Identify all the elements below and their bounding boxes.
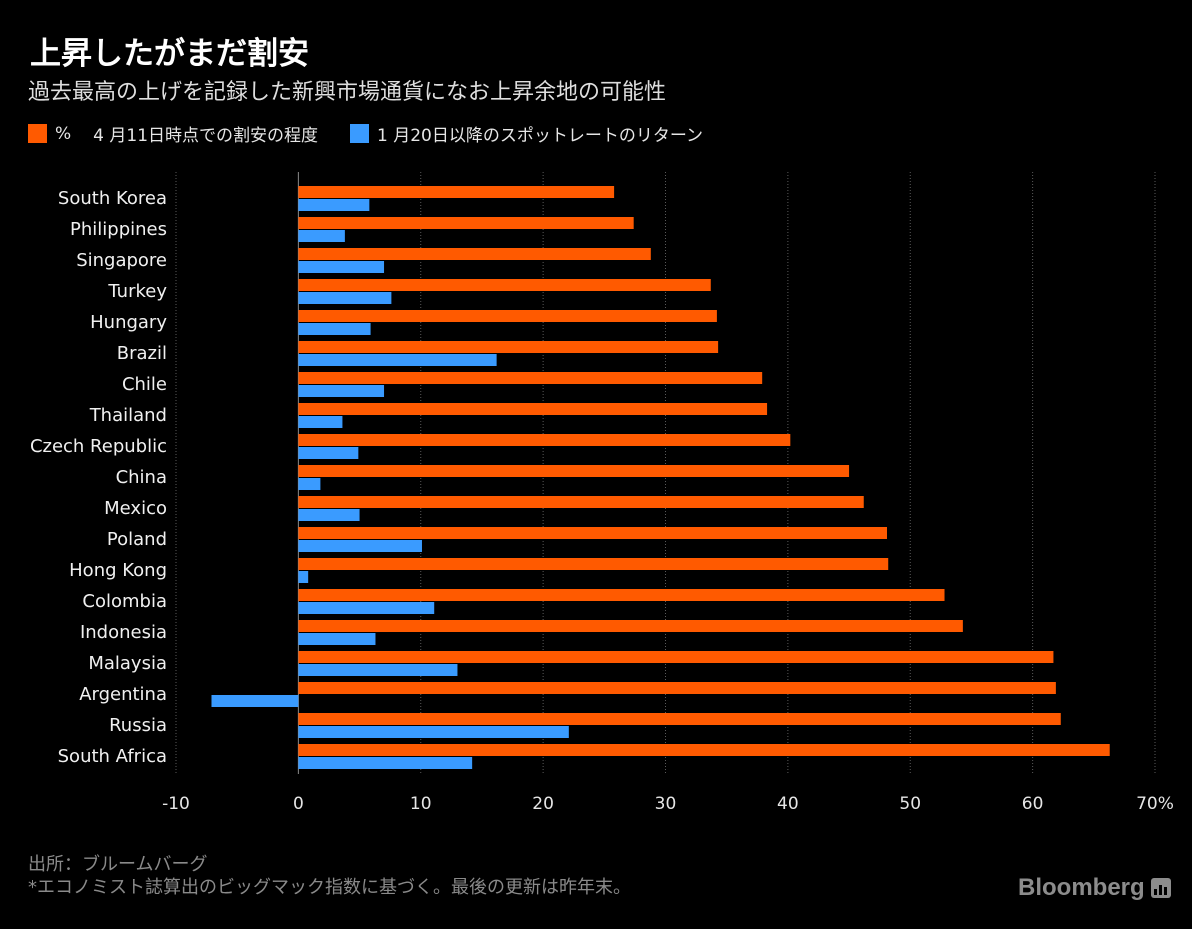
bar-undervaluation [298,682,1056,694]
bloomberg-mark-icon [1150,878,1171,898]
source-note: 出所：ブルームバーグ [28,854,208,875]
bar-undervaluation [298,372,763,384]
category-label: Mexico [104,498,167,519]
bar-spot-return [298,323,371,335]
category-label: Thailand [89,405,167,426]
chart-subtitle: 過去最高の上げを記録した新興市場通貨になお上昇余地の可能性 [28,80,667,105]
category-label: Czech Republic [30,436,167,457]
category-label: Hungary [90,312,167,333]
bar-spot-return [298,416,343,428]
category-label: Malaysia [88,653,167,674]
chart-footer: 出所：ブルームバーグ *エコノミスト誌算出のビッグマック指数に基づく。最後の更新… [28,853,631,899]
x-tick-label: 50 [899,794,921,814]
bar-spot-return [298,447,359,459]
bar-undervaluation [298,341,719,353]
x-tick-label: 10 [410,794,432,814]
legend-item-return: 1 月20日以降のスポットレートのリターン [350,121,703,146]
bar-undervaluation [298,651,1054,663]
category-label: Singapore [76,250,167,271]
legend-swatch-orange [28,124,47,143]
x-tick-label: 20 [532,794,554,814]
bar-undervaluation [298,248,651,260]
bar-undervaluation [298,434,791,446]
bar-spot-return [298,385,385,397]
bar-undervaluation [298,217,634,229]
legend-swatch-blue [350,124,370,143]
bar-undervaluation [298,186,615,198]
category-label: Colombia [82,591,167,612]
x-tick-label: 70% [1136,794,1174,814]
bar-undervaluation [298,620,963,632]
bar-spot-return [298,726,569,738]
chart-title: 上昇したがまだ割安 [30,36,309,72]
legend-label-return: 1 月20日以降のスポットレートのリターン [377,126,704,146]
x-tick-label: 0 [293,794,304,814]
bar-undervaluation [298,558,889,570]
category-label: South Korea [58,188,167,209]
legend-item-undervaluation: % 4 月11日時点での割安の程度 [28,121,318,146]
legend-label-undervaluation: 4 月11日時点での割安の程度 [93,126,319,146]
x-tick-label: 40 [777,794,799,814]
legend: % 4 月11日時点での割安の程度 1 月20日以降のスポットレートのリターン [28,121,735,146]
bar-spot-return [298,292,392,304]
bar-spot-return [298,757,473,769]
bar-spot-return [298,354,497,366]
category-label: Brazil [117,343,167,364]
x-tick-label: 60 [1022,794,1044,814]
category-label: Chile [122,374,167,395]
bar-undervaluation [298,527,887,539]
bloomberg-logo: Bloomberg [1018,874,1171,902]
bar-undervaluation [298,403,768,415]
bar-spot-return [298,602,435,614]
bar-spot-return [298,199,370,211]
category-label: Philippines [70,219,167,240]
bar-undervaluation [298,496,864,508]
bar-spot-return [298,509,360,521]
bar-undervaluation [298,310,717,322]
category-label: Argentina [79,684,167,705]
bar-spot-return [298,230,345,242]
bar-spot-return [298,664,458,676]
bar-undervaluation [298,713,1061,725]
category-label: China [116,467,167,488]
category-label: Russia [109,715,167,736]
bar-spot-return [298,261,385,273]
category-label: Indonesia [80,622,167,643]
bar-undervaluation [298,465,850,477]
bar-spot-return [298,540,422,552]
category-label: Turkey [107,281,167,302]
bar-undervaluation [298,279,711,291]
category-label: Poland [107,529,167,550]
bar-spot-return [211,695,299,707]
bar-spot-return [298,571,309,583]
category-label: South Africa [58,746,167,767]
bar-undervaluation [298,744,1110,756]
category-label: Hong Kong [69,560,167,581]
bar-undervaluation [298,589,945,601]
brand-name: Bloomberg [1018,874,1145,901]
bar-spot-return [298,633,376,645]
legend-unit: % [55,123,72,144]
footnote: *エコノミスト誌算出のビッグマック指数に基づく。最後の更新は昨年末。 [28,877,631,898]
x-tick-label: -10 [162,794,190,814]
bar-spot-return [298,478,321,490]
x-tick-label: 30 [655,794,677,814]
